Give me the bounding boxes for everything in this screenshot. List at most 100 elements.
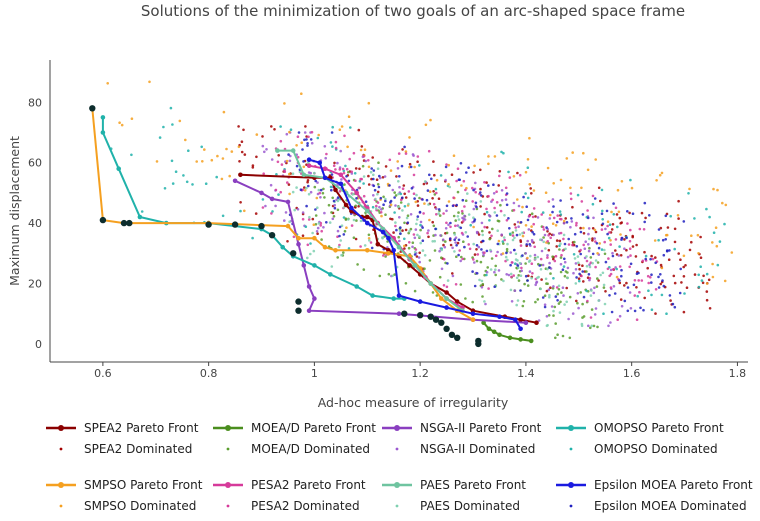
dominated-point (553, 259, 557, 263)
dominated-point (723, 222, 726, 226)
dominated-point (616, 318, 619, 322)
dominated-point (362, 182, 365, 185)
dominated-point (376, 192, 379, 196)
dominated-point (563, 260, 567, 264)
legend-marker (226, 504, 230, 508)
dominated-point (485, 226, 489, 229)
legend-marker (226, 447, 230, 451)
dominated-point (413, 165, 416, 169)
dominated-point (516, 299, 520, 302)
dominated-point (334, 140, 338, 144)
dominated-point (404, 152, 408, 155)
dominated-point (517, 266, 520, 270)
dominated-point (619, 233, 622, 236)
dominated-point (442, 257, 446, 261)
dominated-point (472, 207, 476, 211)
legend-item-smpso-dominated[interactable]: SMPSO Dominated (59, 499, 197, 513)
legend-marker (568, 425, 574, 431)
dominated-point (556, 333, 559, 337)
legend-item-spea2-dominated[interactable]: SPEA2 Dominated (59, 442, 193, 456)
dominated-point (457, 238, 461, 242)
legend-item-nsga-ii-pareto-front[interactable]: NSGA-II Pareto Front (382, 421, 542, 435)
dominated-point (495, 201, 499, 204)
legend-item-nsga-ii-dominated[interactable]: NSGA-II Dominated (395, 442, 536, 456)
dominated-point (579, 248, 582, 252)
dominated-point (372, 169, 376, 172)
dominated-point (336, 196, 340, 199)
dominated-point (316, 136, 320, 140)
front-line (277, 149, 464, 312)
dominated-point (597, 186, 601, 190)
legend-item-epsilon-moea-dominated[interactable]: Epsilon MOEA Dominated (569, 499, 747, 513)
dominated-point (554, 322, 557, 325)
dominated-point (506, 242, 509, 246)
dominated-point (657, 286, 661, 289)
dominated-point (661, 279, 664, 282)
dominated-point (295, 186, 298, 189)
dominated-point (545, 226, 548, 229)
dominated-point (384, 199, 387, 203)
dominated-point (254, 212, 258, 215)
dominated-point (379, 196, 383, 200)
dominated-point (442, 212, 445, 215)
legend: SPEA2 Pareto Front MOEA/D Pareto Front NSG… (46, 421, 753, 513)
front-point (301, 263, 307, 268)
legend-item-spea2-pareto-front[interactable]: SPEA2 Pareto Front (46, 421, 199, 435)
dominated-point (397, 205, 400, 209)
dominated-point (411, 245, 414, 249)
dominated-point (591, 194, 595, 198)
dominated-point (367, 183, 371, 186)
legend-item-paes-dominated[interactable]: PAES Dominated (395, 499, 520, 513)
dominated-point (549, 236, 552, 240)
dominated-point (676, 214, 680, 217)
dominated-point (530, 262, 534, 266)
legend-item-moea-d-pareto-front[interactable]: MOEA/D Pareto Front (213, 421, 376, 435)
front-point (444, 290, 449, 295)
dominated-point (552, 277, 555, 280)
dominated-point (408, 136, 411, 139)
plot-area: 0.6 0.8 1 1.2 1.4 1.6 1.8 0 20 40 60 80 (28, 60, 748, 380)
legend-item-moea-d-dominated[interactable]: MOEA/D Dominated (226, 442, 370, 456)
dominated-point (559, 199, 562, 202)
dominated-point (513, 248, 516, 252)
dominated-point (509, 251, 512, 254)
legend-label: OMOPSO Pareto Front (594, 421, 724, 435)
dominated-point (435, 213, 438, 216)
dominated-point (488, 237, 492, 241)
dominated-point (363, 244, 367, 247)
legend-item-pesa2-dominated[interactable]: PESA2 Dominated (226, 499, 360, 513)
dominated-point (464, 188, 467, 192)
dominated-point (397, 180, 400, 183)
dominated-point (317, 188, 321, 192)
dominated-point (588, 246, 591, 250)
dominated-point (585, 264, 589, 268)
dominated-point (332, 199, 336, 203)
dominated-point (557, 284, 561, 288)
dominated-point (614, 238, 618, 241)
dominated-point (353, 172, 357, 175)
legend-item-omopso-dominated[interactable]: OMOPSO Dominated (569, 442, 718, 456)
legend-item-paes-pareto-front[interactable]: PAES Pareto Front (382, 478, 526, 492)
x-tick-label: 0.8 (200, 367, 218, 380)
dominated-point (347, 179, 351, 183)
legend-item-smpso-pareto-front[interactable]: SMPSO Pareto Front (46, 478, 203, 492)
dominated-point (458, 178, 462, 182)
legend-item-omopso-pareto-front[interactable]: OMOPSO Pareto Front (556, 421, 724, 435)
legend-item-epsilon-moea-pareto-front[interactable]: Epsilon MOEA Pareto Front (556, 478, 753, 492)
dominated-point (359, 177, 362, 181)
legend-item-pesa2-pareto-front[interactable]: PESA2 Pareto Front (213, 478, 366, 492)
dominated-point (714, 226, 718, 229)
dominated-point (650, 281, 653, 284)
legend-label: SMPSO Pareto Front (84, 478, 203, 492)
dominated-point (684, 264, 687, 267)
dominated-point (516, 220, 520, 224)
dominated-point (586, 168, 590, 172)
dominated-point (587, 324, 590, 328)
dominated-point (565, 300, 568, 304)
dominated-point (316, 181, 319, 184)
dominated-point (437, 208, 441, 211)
dominated-point (677, 199, 680, 203)
dominated-point (412, 192, 416, 195)
dominated-point (291, 172, 295, 175)
dominated-point (545, 289, 549, 293)
